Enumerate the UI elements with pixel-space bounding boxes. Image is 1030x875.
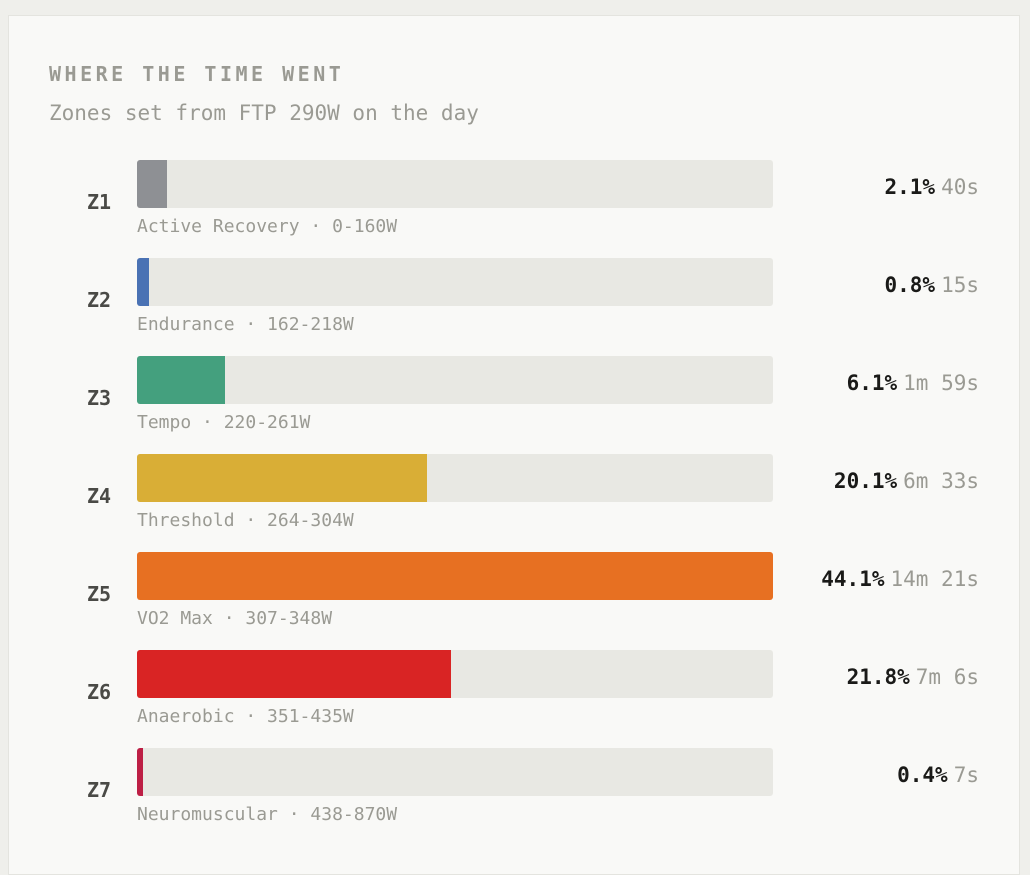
zone-duration: 1m 59s [903, 371, 979, 395]
zone-description: Endurance · 162-218W [137, 314, 354, 335]
zone-stat: 0.4% 7s [897, 762, 979, 788]
zone-row-z3: Z3 Tempo · 220-261W 6.1% 1m 59s [9, 356, 1019, 446]
zone-duration: 14m 21s [890, 567, 979, 591]
zone-label: Z2 [87, 288, 112, 312]
zone-bar-track [137, 454, 773, 502]
zone-duration: 15s [941, 273, 979, 297]
zone-description: VO2 Max · 307-348W [137, 608, 333, 629]
zone-label: Z1 [87, 190, 112, 214]
card-subtitle: Zones set from FTP 290W on the day [49, 101, 479, 125]
zone-duration: 7m 6s [915, 665, 979, 689]
zone-bar-fill [137, 454, 427, 502]
zone-row-z4: Z4 Threshold · 264-304W 20.1% 6m 33s [9, 454, 1019, 544]
zone-stat: 0.8% 15s [884, 272, 979, 298]
zone-row-z1: Z1 Active Recovery · 0-160W 2.1% 40s [9, 160, 1019, 250]
zone-stat: 6.1% 1m 59s [847, 370, 979, 396]
zone-label: Z6 [87, 680, 112, 704]
zone-description: Neuromuscular · 438-870W [137, 804, 398, 825]
zone-duration: 7s [953, 763, 979, 787]
zone-label: Z4 [87, 484, 112, 508]
zone-percent: 20.1% [833, 469, 898, 493]
zone-bar-track [137, 650, 773, 698]
zone-stat: 20.1% 6m 33s [834, 468, 979, 494]
zone-description: Anaerobic · 351-435W [137, 706, 354, 727]
zone-duration: 6m 33s [903, 469, 979, 493]
zone-bar-track [137, 748, 773, 796]
zone-row-z7: Z7 Neuromuscular · 438-870W 0.4% 7s [9, 748, 1019, 838]
zone-percent: 0.8% [884, 273, 936, 297]
zone-percent: 2.1% [884, 175, 936, 199]
zone-row-z6: Z6 Anaerobic · 351-435W 21.8% 7m 6s [9, 650, 1019, 740]
zone-stat: 2.1% 40s [884, 174, 979, 200]
zone-stat: 44.1% 14m 21s [821, 566, 979, 592]
card-eyebrow-title: WHERE THE TIME WENT [49, 62, 345, 86]
zone-bar-track [137, 160, 773, 208]
zone-bar-fill [137, 650, 452, 698]
zone-percent: 6.1% [846, 371, 898, 395]
zone-stat: 21.8% 7m 6s [847, 664, 979, 690]
zone-bar-chart: Z1 Active Recovery · 0-160W 2.1% 40s Z2 Endur… [9, 16, 1019, 874]
zone-percent: 21.8% [846, 665, 910, 689]
zone-description: Active Recovery · 0-160W [137, 216, 398, 237]
zone-bar-fill [137, 748, 143, 796]
zone-row-z5: Z5 VO2 Max · 307-348W 44.1% 14m 21s [9, 552, 1019, 642]
zone-label: Z3 [87, 386, 112, 410]
zone-bar-track [137, 258, 773, 306]
zone-row-z2: Z2 Endurance · 162-218W 0.8% 15s [9, 258, 1019, 348]
zone-bar-fill [137, 356, 225, 404]
zone-bar-fill [137, 552, 773, 600]
zone-bar-fill [137, 160, 168, 208]
time-in-zones-card: WHERE THE TIME WENT Zones set from FTP 2… [8, 15, 1020, 875]
zone-label: Z7 [87, 778, 112, 802]
zone-bar-track [137, 552, 773, 600]
zone-duration: 40s [941, 175, 979, 199]
zone-label: Z5 [87, 582, 112, 606]
zone-description: Threshold · 264-304W [137, 510, 354, 531]
zone-percent: 0.4% [897, 763, 948, 787]
zone-percent: 44.1% [821, 567, 885, 591]
zone-bar-fill [137, 258, 149, 306]
zone-bar-track [137, 356, 773, 404]
zone-description: Tempo · 220-261W [137, 412, 311, 433]
